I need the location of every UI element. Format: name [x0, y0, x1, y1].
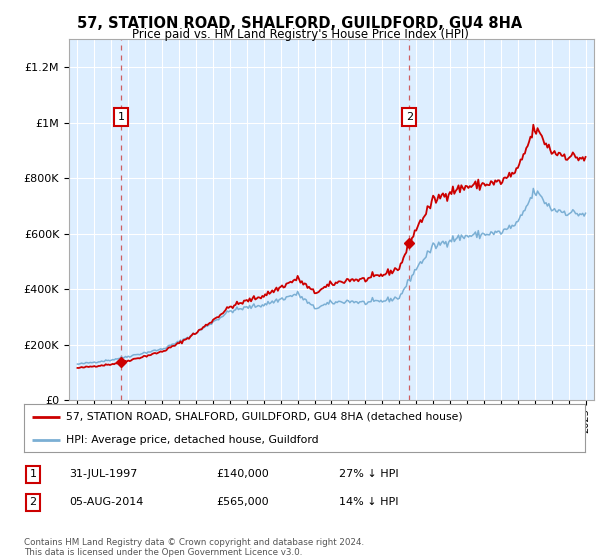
Text: HPI: Average price, detached house, Guildford: HPI: Average price, detached house, Guil… — [66, 436, 319, 446]
Text: £140,000: £140,000 — [216, 469, 269, 479]
Text: 31-JUL-1997: 31-JUL-1997 — [69, 469, 137, 479]
Text: £565,000: £565,000 — [216, 497, 269, 507]
Text: 1: 1 — [118, 112, 125, 122]
Text: 05-AUG-2014: 05-AUG-2014 — [69, 497, 143, 507]
Text: 2: 2 — [406, 112, 413, 122]
Text: 1: 1 — [29, 469, 37, 479]
Text: Contains HM Land Registry data © Crown copyright and database right 2024.
This d: Contains HM Land Registry data © Crown c… — [24, 538, 364, 557]
Text: Price paid vs. HM Land Registry's House Price Index (HPI): Price paid vs. HM Land Registry's House … — [131, 28, 469, 41]
Text: 57, STATION ROAD, SHALFORD, GUILDFORD, GU4 8HA: 57, STATION ROAD, SHALFORD, GUILDFORD, G… — [77, 16, 523, 31]
Text: 2: 2 — [29, 497, 37, 507]
Text: 27% ↓ HPI: 27% ↓ HPI — [339, 469, 398, 479]
Text: 57, STATION ROAD, SHALFORD, GUILDFORD, GU4 8HA (detached house): 57, STATION ROAD, SHALFORD, GUILDFORD, G… — [66, 412, 463, 422]
Text: 14% ↓ HPI: 14% ↓ HPI — [339, 497, 398, 507]
